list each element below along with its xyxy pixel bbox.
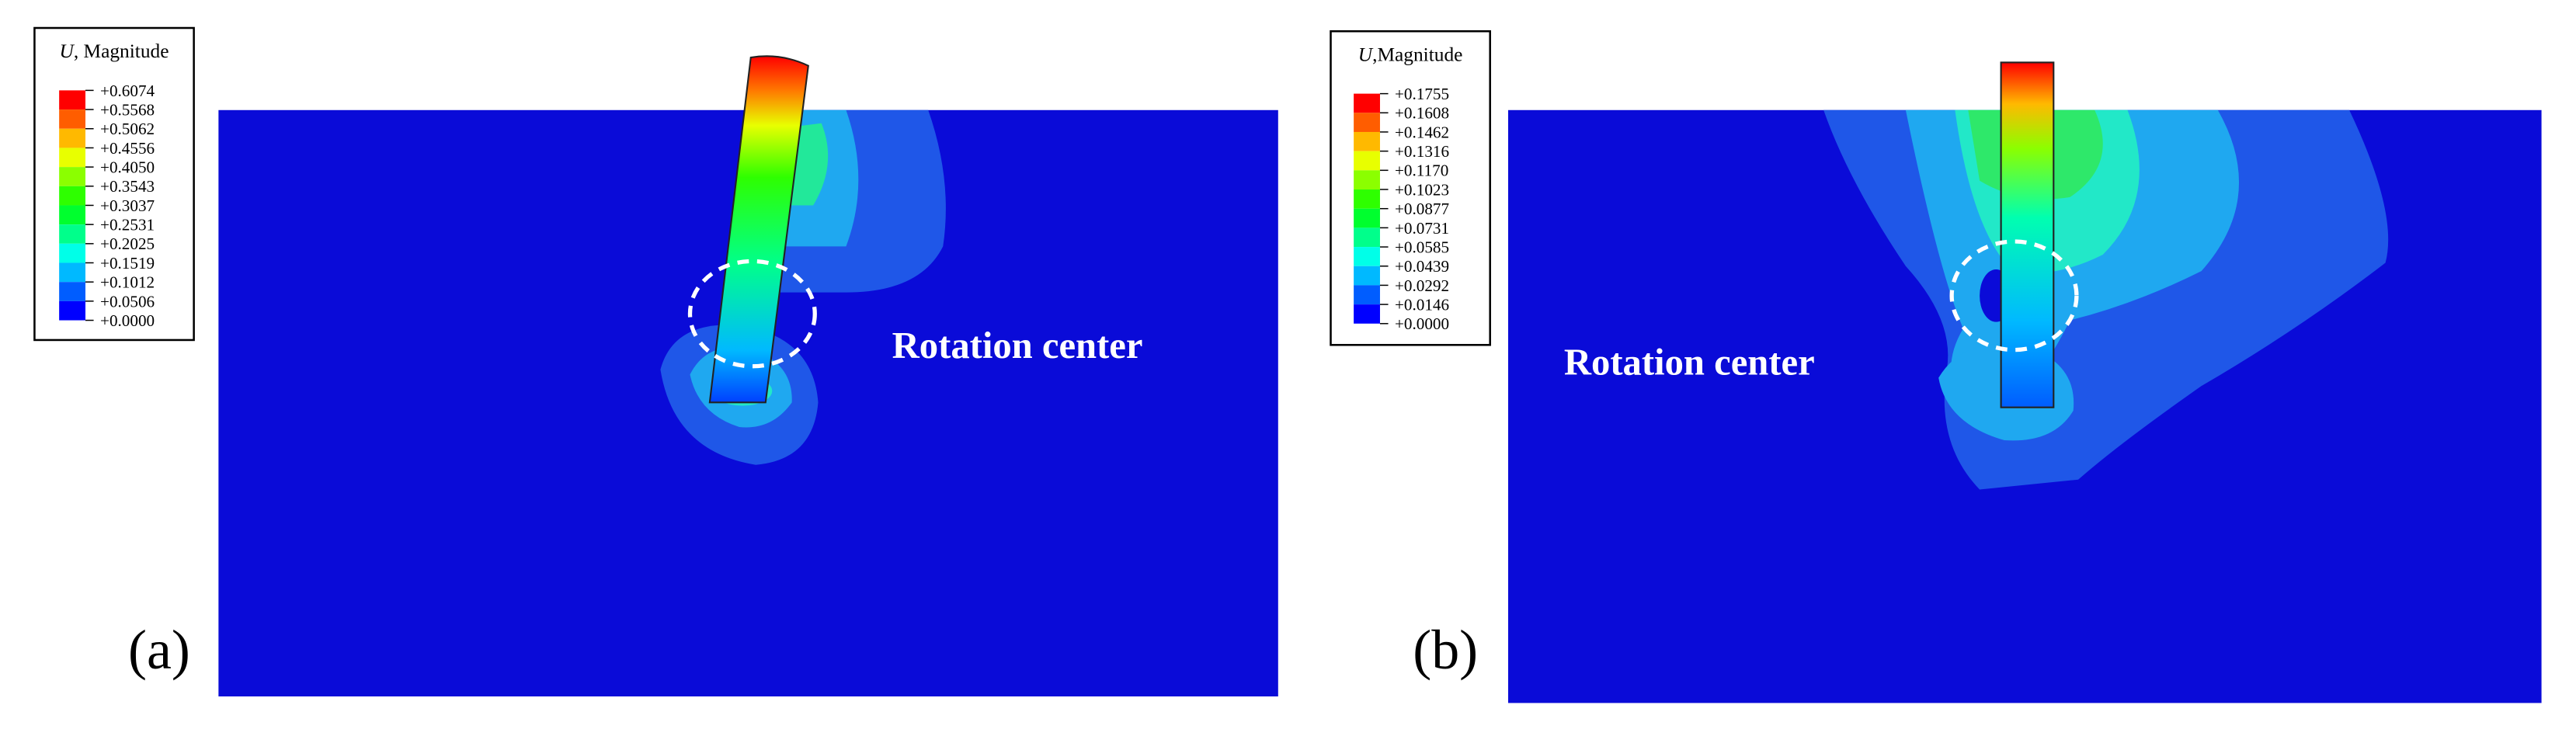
legend-label: +0.0585: [1395, 238, 1449, 256]
legend-band: [1354, 93, 1380, 113]
legend-title: U, Magnitude: [60, 40, 169, 62]
legend-band: [59, 128, 86, 148]
legend-label: +0.1755: [1395, 85, 1449, 103]
legend-label: +0.1519: [100, 254, 155, 273]
legend-band: [59, 262, 86, 283]
legend-band: [1354, 151, 1380, 171]
legend-label: +0.0000: [100, 311, 155, 330]
legend-label: +0.5568: [100, 100, 155, 119]
legend-label: +0.0439: [1395, 257, 1449, 276]
panel-a: [218, 55, 1278, 696]
legend-title-text: ,Magnitude: [1372, 43, 1462, 65]
pile: [708, 55, 809, 404]
legend-symbol: U: [60, 40, 75, 62]
legend-label: +0.1012: [100, 273, 155, 292]
legend-band: [1354, 189, 1380, 209]
legend-label: +0.1170: [1395, 161, 1448, 180]
legend-label: +0.6074: [100, 82, 155, 100]
legend-label: +0.2531: [100, 216, 155, 234]
legend-band: [59, 300, 86, 321]
panel-label: (a): [128, 619, 190, 681]
rotation-circle: [1949, 239, 2079, 352]
legend-label: +0.0506: [100, 292, 155, 311]
legend-label: +0.3543: [100, 177, 155, 196]
legend-band: [1354, 266, 1380, 286]
legend-band: [1354, 208, 1380, 228]
legend-title: U,Magnitude: [1358, 43, 1463, 65]
legend-band: [1354, 131, 1380, 151]
legend-label: +0.2025: [100, 234, 155, 253]
legend-label: +0.1316: [1395, 142, 1449, 161]
legend-label: +0.1023: [1395, 180, 1449, 199]
legend-band: [1354, 304, 1380, 324]
legend-symbol: U: [1358, 43, 1374, 65]
legend-label: +0.4050: [100, 158, 155, 177]
legend-band: [59, 224, 86, 244]
legend-label: +0.0000: [1395, 314, 1449, 333]
legend-band: [59, 205, 86, 225]
legend-band: [59, 109, 86, 129]
legend-label: +0.1608: [1395, 104, 1449, 123]
legend-band: [59, 167, 86, 186]
legend-label: +0.0146: [1395, 296, 1449, 314]
annotation: Rotation center: [892, 325, 1143, 366]
legend-band: [59, 90, 86, 110]
legend-band: [59, 282, 86, 301]
panel-label: (b): [1413, 619, 1478, 681]
legend-band: [1354, 113, 1380, 132]
rotation-circle: [687, 259, 817, 369]
legend-label: +0.1462: [1395, 123, 1449, 141]
annotation: Rotation center: [1564, 341, 1815, 383]
legend-band: [59, 148, 86, 168]
legend-label: +0.3037: [100, 196, 155, 215]
legend-label: +0.0731: [1395, 219, 1449, 238]
legend-band: [1354, 285, 1380, 305]
legend-band: [1354, 247, 1380, 266]
legend-band: [1354, 170, 1380, 190]
legend-band: [1354, 227, 1380, 248]
panel-b: [1507, 61, 2542, 703]
legend-band: [59, 186, 86, 206]
legend-label: +0.5062: [100, 120, 155, 138]
pile: [2000, 61, 2055, 408]
legend-label: +0.0292: [1395, 276, 1449, 295]
legend-band: [59, 243, 86, 263]
legend-label: +0.0877: [1395, 200, 1449, 218]
legend-title-text: , Magnitude: [74, 40, 169, 62]
legend-label: +0.4556: [100, 139, 155, 158]
